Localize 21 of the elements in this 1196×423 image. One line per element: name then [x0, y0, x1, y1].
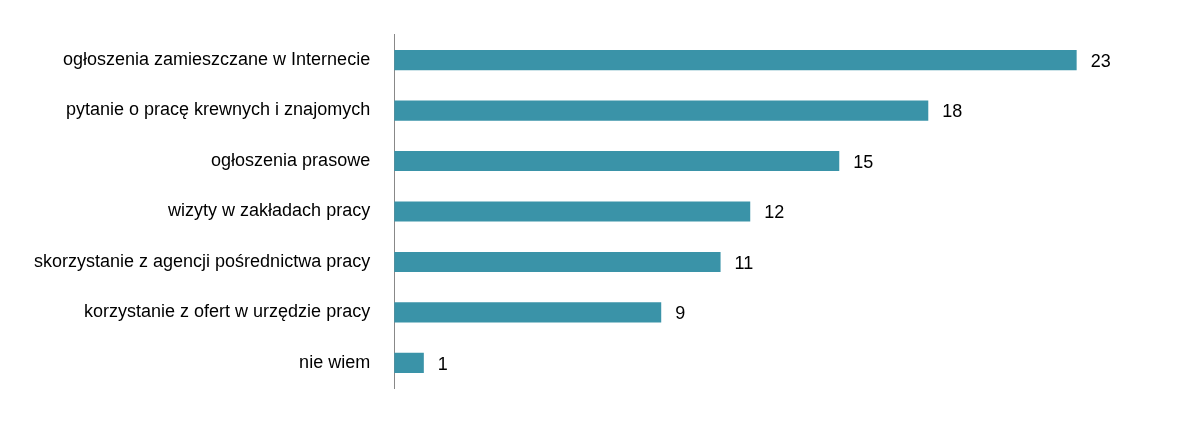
- y-tick-label: skorzystanie z agencji pośrednictwa pracy: [34, 250, 371, 271]
- y-tick-label: wizyty w zakładach pracy: [167, 200, 371, 221]
- bar: [394, 201, 751, 222]
- y-tick-label: ogłoszenia zamieszczane w Internecie: [62, 49, 371, 70]
- data-label: 9: [675, 303, 686, 324]
- bar: [394, 49, 1077, 71]
- bar: [394, 302, 662, 323]
- bar: [394, 150, 840, 172]
- y-tick-label: ogłoszenia prasowe: [211, 149, 371, 170]
- data-label: 23: [1090, 51, 1111, 72]
- data-label: 18: [942, 101, 963, 122]
- data-label: 1: [437, 353, 448, 374]
- bar: [394, 100, 929, 121]
- data-label: 15: [853, 151, 874, 172]
- y-tick-label: korzystanie z ofert w urzędzie pracy: [84, 301, 371, 322]
- bar: [394, 251, 721, 273]
- y-tick-label: pytanie o pracę krewnych i znajomych: [66, 99, 371, 120]
- data-label: 12: [764, 202, 785, 223]
- y-tick-label: nie wiem: [299, 351, 371, 372]
- bar: [394, 352, 424, 374]
- data-label: 11: [734, 252, 754, 273]
